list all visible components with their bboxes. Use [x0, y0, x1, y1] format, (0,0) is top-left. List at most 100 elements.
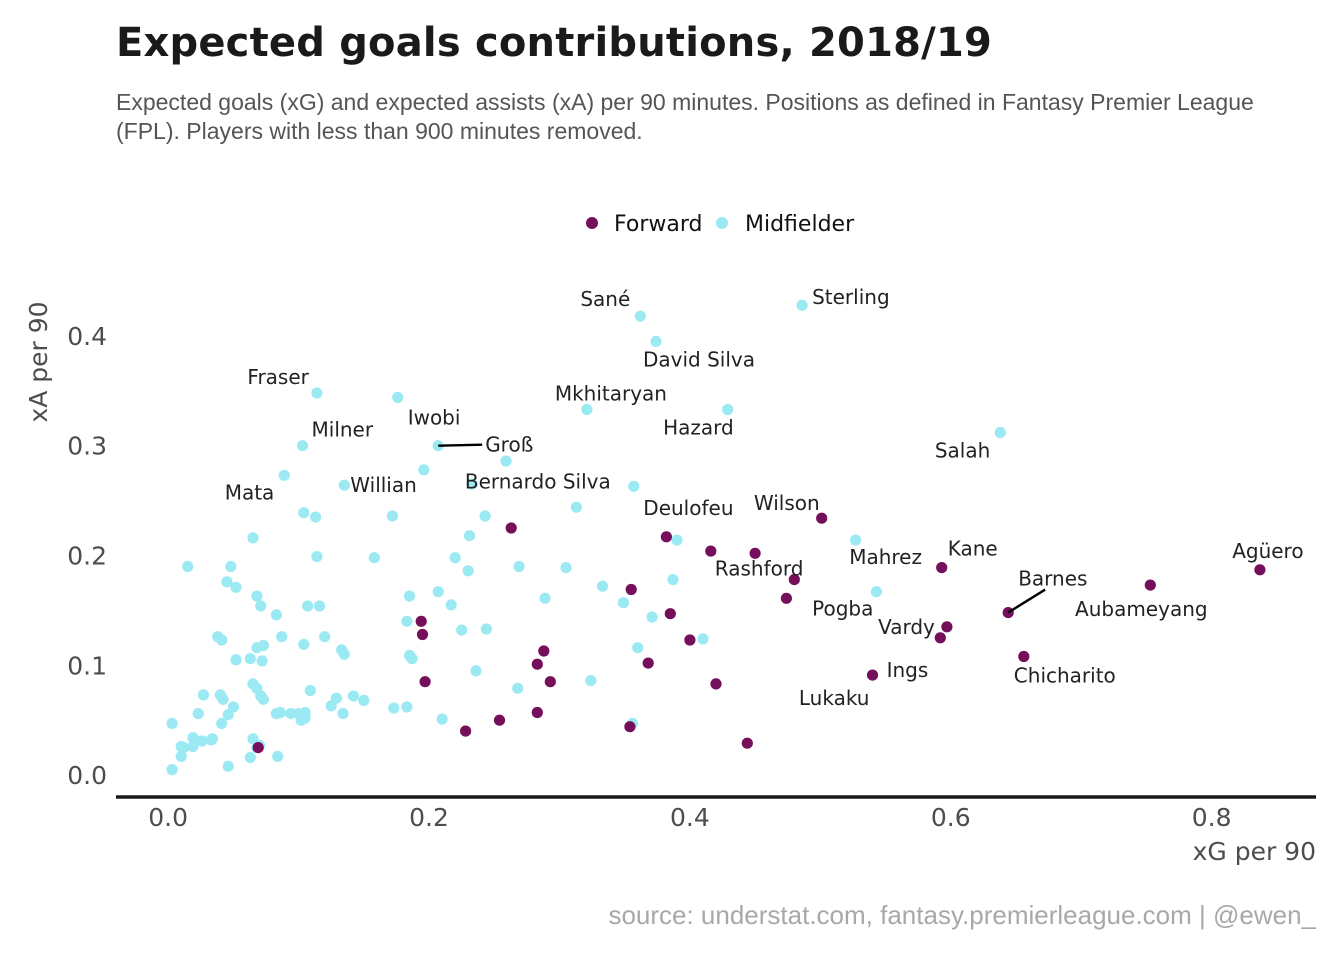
- midfielder-point: [310, 511, 322, 523]
- midfielder-point: [462, 565, 474, 577]
- midfielder-point: [251, 590, 263, 602]
- midfielder-point: [225, 560, 237, 573]
- forward-point: [531, 706, 543, 719]
- midfielder-point: [513, 560, 525, 573]
- point-label-ings: Ings: [887, 658, 929, 682]
- midfielder-point: [347, 690, 359, 702]
- forward-point: [664, 608, 676, 620]
- source-caption: source: understat.com, fantasy.premierle…: [608, 900, 1316, 930]
- midfielder-point: [230, 654, 242, 666]
- x-axis-label: xG per 90: [1193, 837, 1316, 866]
- midfielder-point: [285, 708, 297, 720]
- midfielder-point: [432, 586, 444, 598]
- midfielder-point: [337, 708, 349, 720]
- label-leader-line: [438, 443, 483, 447]
- midfielder-point: [196, 735, 208, 747]
- midfielder-point: [299, 712, 311, 724]
- point-label-kane: Kane: [948, 537, 998, 561]
- midfielder-point: [392, 391, 404, 403]
- midfielder-point: [244, 653, 256, 665]
- point-label-wilson: Wilson: [754, 491, 820, 515]
- midfielder-point: [512, 682, 524, 694]
- midfielder-point: [445, 599, 457, 611]
- midfielder-point: [257, 693, 269, 705]
- forward-point: [419, 676, 431, 688]
- midfielder-point: [456, 624, 468, 636]
- point-label-bernardo-silva: Bernardo Silva: [465, 469, 611, 493]
- midfielder-point: [272, 750, 284, 763]
- point-label-pogba: Pogba: [812, 597, 873, 621]
- chart-subtitle: Expected goals (xG) and expected assists…: [116, 89, 1254, 144]
- x-tick-label: 0.6: [931, 803, 971, 832]
- midfielder-point: [166, 764, 178, 776]
- midfielder-point: [403, 590, 416, 602]
- midfielder-point: [338, 479, 350, 491]
- midfielder-point: [667, 574, 679, 586]
- midfielder-point: [296, 440, 309, 452]
- midfielder-point: [244, 751, 256, 764]
- midfielder-point: [256, 655, 268, 667]
- point-label-iwobi: Iwobi: [408, 405, 461, 429]
- label-leader-line: [1007, 588, 1046, 614]
- series-forward: [252, 512, 1266, 754]
- midfielder-point: [338, 648, 350, 660]
- midfielder-point: [596, 580, 609, 592]
- midfielder-point: [222, 760, 234, 772]
- midfielder-point: [216, 717, 228, 730]
- y-tick-label: 0.3: [67, 432, 107, 461]
- midfielder-point: [500, 455, 512, 467]
- legend: Forward Midfielder: [586, 212, 855, 237]
- forward-point: [252, 742, 264, 754]
- midfielder-point: [217, 693, 229, 705]
- forward-point: [660, 531, 673, 543]
- point-label-aguero: Agüero: [1232, 539, 1303, 563]
- midfielder-point: [570, 501, 583, 513]
- midfielder-point: [255, 600, 267, 612]
- midfielder-point: [182, 560, 194, 573]
- forward-point: [1144, 579, 1156, 591]
- forward-point: [1254, 564, 1266, 576]
- y-axis-label: xA per 90: [24, 301, 53, 422]
- midfielder-point: [175, 750, 187, 763]
- point-label-mata: Mata: [225, 480, 275, 504]
- point-label-vardy: Vardy: [878, 615, 935, 639]
- midfielder-point: [646, 611, 658, 623]
- chart-title: Expected goals contributions, 2018/19: [116, 20, 993, 66]
- x-tick-label: 0.2: [409, 803, 449, 832]
- forward-point: [493, 714, 506, 726]
- midfielder-point: [406, 653, 418, 665]
- midfielder-point: [325, 700, 337, 712]
- midfielder-point: [650, 335, 662, 347]
- y-tick-label: 0.0: [67, 761, 107, 790]
- midfielder-point: [368, 552, 380, 564]
- midfielder-point: [418, 464, 430, 476]
- forward-point: [505, 522, 517, 534]
- forward-point: [780, 592, 793, 604]
- y-tick-label: 0.2: [67, 541, 107, 570]
- midfielder-point: [463, 530, 476, 542]
- x-tick-label: 0.0: [148, 803, 188, 832]
- forward-point: [710, 678, 722, 690]
- forward-point: [415, 615, 427, 627]
- midfielder-point: [313, 600, 326, 612]
- midfielder-point: [319, 631, 331, 643]
- midfielder-point: [466, 478, 478, 490]
- point-label-salah: Salah: [935, 439, 990, 463]
- forward-point: [936, 562, 948, 574]
- legend-label-forward: Forward: [614, 212, 702, 237]
- midfielder-point: [192, 708, 204, 720]
- forward-point: [934, 632, 946, 644]
- midfielder-point: [401, 701, 413, 713]
- point-label-mahrez: Mahrez: [849, 545, 922, 569]
- point-label-milner: Milner: [312, 418, 374, 442]
- x-tick-label: 0.8: [1192, 803, 1232, 832]
- legend-swatch-forward: [586, 217, 598, 229]
- midfielder-point: [278, 469, 290, 481]
- midfielder-point: [470, 665, 482, 677]
- midfielder-point: [298, 507, 310, 519]
- forward-point: [684, 634, 696, 646]
- midfielder-point: [634, 310, 646, 322]
- forward-point: [460, 725, 472, 737]
- midfielder-point: [230, 581, 242, 593]
